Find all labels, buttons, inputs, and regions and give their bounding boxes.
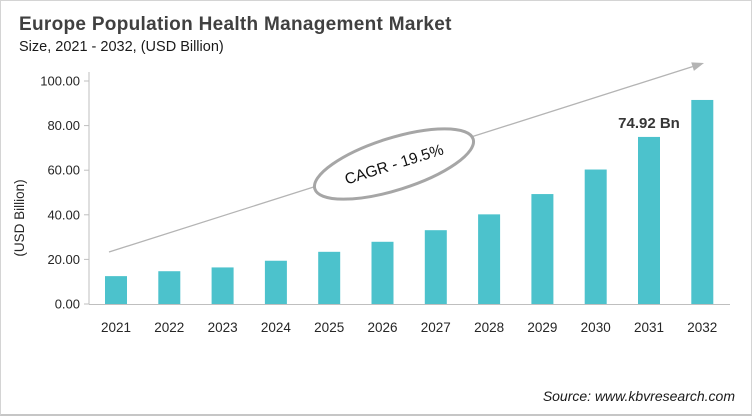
bar-2023 xyxy=(211,267,234,304)
y-axis-tick-label: 20.00 xyxy=(47,252,80,267)
x-axis-label-2031: 2031 xyxy=(634,320,664,335)
bar-2026 xyxy=(371,241,394,304)
source-credit: Source: www.kbvresearch.com xyxy=(542,388,735,404)
trend-arrowhead-icon xyxy=(691,62,704,71)
x-axis-label-2022: 2022 xyxy=(154,320,184,335)
x-axis-label-2023: 2023 xyxy=(208,320,238,335)
y-axis-tick-label: 0.00 xyxy=(55,297,80,312)
y-axis-tick-label: 40.00 xyxy=(47,207,80,222)
bar-2028 xyxy=(478,214,501,304)
x-axis-label-2021: 2021 xyxy=(101,320,131,335)
bar-2022 xyxy=(158,271,181,304)
bar-2030 xyxy=(584,169,607,304)
x-axis-label-2026: 2026 xyxy=(367,320,397,335)
x-axis-label-2025: 2025 xyxy=(314,320,344,335)
y-axis-title: (USD Billion) xyxy=(12,179,27,256)
x-axis-label-2027: 2027 xyxy=(421,320,451,335)
bar-2021 xyxy=(105,276,127,304)
x-axis-label-2028: 2028 xyxy=(474,320,504,335)
x-axis-label-2032: 2032 xyxy=(687,320,717,335)
x-axis-label-2024: 2024 xyxy=(261,320,292,335)
x-axis-label-2029: 2029 xyxy=(527,320,557,335)
chart-title: Europe Population Health Management Mark… xyxy=(19,14,452,35)
value-annotation: 74.92 Bn xyxy=(618,115,680,132)
y-axis-tick-label: 80.00 xyxy=(47,118,80,133)
x-axis-label-2030: 2030 xyxy=(581,320,611,335)
y-axis-tick-label: 100.00 xyxy=(40,74,80,89)
bar-2032 xyxy=(691,99,714,304)
cagr-ellipse-group: CAGR - 19.5% xyxy=(312,127,476,201)
cagr-ellipse xyxy=(312,127,476,201)
bar-2027 xyxy=(424,230,447,304)
bar-2029 xyxy=(531,194,554,304)
bar-2031 xyxy=(638,136,660,304)
y-axis-tick-label: 60.00 xyxy=(47,163,80,178)
bar-2024 xyxy=(264,260,287,304)
bar-2025 xyxy=(318,251,341,304)
chart-subtitle: Size, 2021 - 2032, (USD Billion) xyxy=(19,39,224,55)
